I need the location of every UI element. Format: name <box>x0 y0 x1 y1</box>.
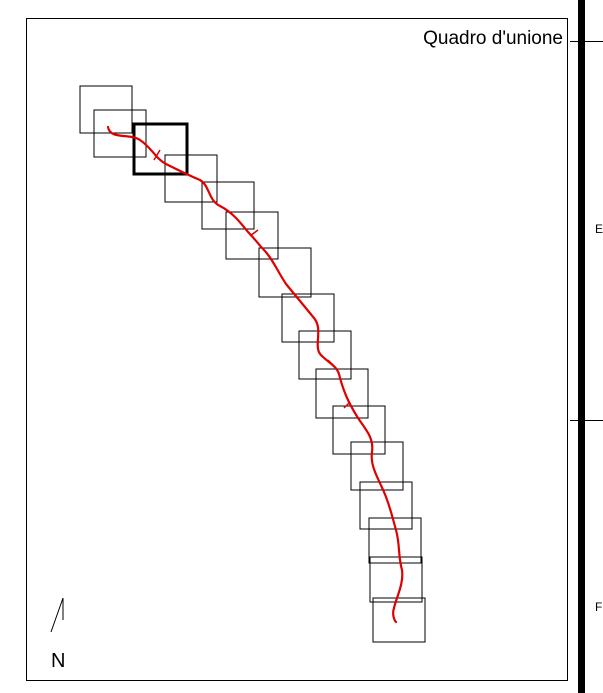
map-sheet[interactable] <box>315 368 369 419</box>
index-map-frame: Quadro d'unione N <box>26 18 568 681</box>
map-sheet[interactable] <box>93 109 147 158</box>
map-sheet[interactable] <box>298 330 352 380</box>
map-sheet[interactable] <box>368 517 422 564</box>
map-sheet[interactable] <box>281 293 335 343</box>
map-sheet[interactable] <box>359 481 413 530</box>
map-sheet[interactable] <box>201 181 255 230</box>
north-label: N <box>51 650 66 672</box>
map-sheet[interactable] <box>369 556 423 603</box>
map-sheet[interactable] <box>350 441 404 491</box>
map-sheet[interactable] <box>332 405 386 455</box>
route-line <box>106 125 404 624</box>
current-sheet-highlight[interactable] <box>132 122 189 176</box>
north-arrow-icon <box>50 597 64 633</box>
map-sheet[interactable] <box>372 597 426 643</box>
map-title: Quadro d'unione <box>423 28 563 49</box>
grid-letter-e: E <box>595 222 603 236</box>
grid-letter-f: F <box>595 600 603 614</box>
map-sheet[interactable] <box>225 211 279 260</box>
route-ticks <box>153 149 351 409</box>
sheet-edge-bar <box>578 0 585 693</box>
sheet-grid <box>79 85 426 643</box>
margin-tick <box>570 41 603 42</box>
map-sheet[interactable] <box>258 247 312 298</box>
map-sheet[interactable] <box>164 154 218 203</box>
margin-tick <box>570 420 603 421</box>
